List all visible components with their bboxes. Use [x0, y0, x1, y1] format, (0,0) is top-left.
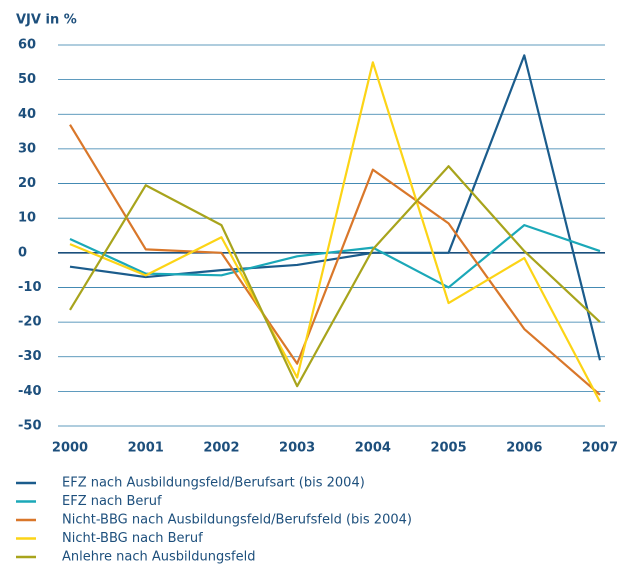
- y-tick-label: -20: [18, 315, 42, 330]
- y-tick-label: -10: [18, 280, 42, 295]
- y-tick-label: -30: [18, 349, 42, 364]
- x-tick-label: 2004: [355, 441, 391, 456]
- x-tick-label: 2000: [52, 441, 88, 456]
- legend-label: Nicht-BBG nach Ausbildungsfeld/Berufsfel…: [62, 513, 412, 528]
- series-line: [69, 165, 601, 388]
- y-tick-label: 20: [18, 176, 36, 191]
- series-line: [69, 224, 601, 289]
- y-axis-label: VJV in %: [16, 13, 77, 28]
- x-tick-label: 2006: [506, 441, 542, 456]
- x-tick-label: 2005: [430, 441, 466, 456]
- y-tick-label: -40: [18, 384, 42, 399]
- y-tick-label: -50: [18, 419, 42, 434]
- y-tick-label: 50: [18, 72, 36, 87]
- x-tick-label: 2003: [279, 441, 315, 456]
- legend-label: Nicht-BBG nach Beruf: [62, 531, 203, 546]
- y-tick-label: 0: [18, 245, 27, 260]
- series-line: [69, 61, 601, 403]
- legend-label: EFZ nach Beruf: [62, 494, 162, 509]
- series-line: [69, 54, 602, 361]
- legend-label: EFZ nach Ausbildungsfeld/Berufsart (bis …: [62, 476, 365, 491]
- y-tick-label: 10: [18, 211, 36, 226]
- x-tick-label: 2007: [582, 441, 617, 456]
- y-tick-label: 40: [18, 107, 36, 122]
- legend-label: Anlehre nach Ausbildungsfeld: [62, 550, 255, 565]
- x-tick-label: 2002: [203, 441, 239, 456]
- y-tick-label: 60: [18, 38, 36, 53]
- y-tick-label: 30: [18, 141, 36, 156]
- x-tick-label: 2001: [128, 441, 164, 456]
- series-line: [69, 124, 601, 396]
